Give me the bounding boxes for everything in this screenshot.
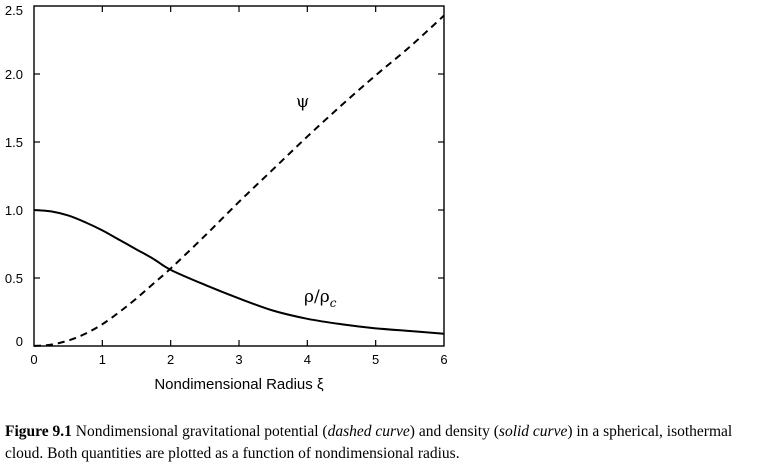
x-tick-label-0: 0 [30,352,37,367]
x-tick-label-2: 2 [167,352,174,367]
caption-em-dashed: dashed curve [327,423,410,440]
series-line-density [33,209,445,335]
axis-ticks [34,6,444,346]
y-tick-label-2: 1.0 [5,203,23,218]
series-label-psi: ψ [296,92,309,112]
y-tick-label-0: 0 [16,334,23,349]
series-label-density: ρ/ρc [304,287,337,310]
series-line-psi [33,14,445,347]
y-tick-label-1: 0.5 [5,271,23,286]
caption-text-1: Nondimensional gravitational potential ( [71,423,328,440]
caption-text-3: ) in a spherical, isothermal cloud. Both… [5,423,733,462]
caption-text-2: ) and density ( [409,423,499,440]
y-tick-label-5: 2.5 [5,3,23,18]
series-label-density-main: ρ/ρ [304,287,330,307]
y-tick-label-3: 1.5 [5,135,23,150]
series-layer [33,14,445,347]
x-tick-label-5: 5 [372,352,379,367]
x-tick-label-3: 3 [235,352,242,367]
x-axis-title: Nondimensional Radius ξ [154,376,324,393]
tick-labels: 0 1 2 3 4 5 6 0 0.5 1.0 1.5 2.0 2.5 [5,3,448,367]
figure-caption: Figure 9.1 Nondimensional gravitational … [5,421,757,465]
x-tick-label-1: 1 [99,352,106,367]
plot-frame [33,5,445,347]
chart: 0 1 2 3 4 5 6 0 0.5 1.0 1.5 2.0 2.5 Nondimensional R… [5,3,448,393]
x-tick-label-4: 4 [304,352,311,367]
caption-label: Figure 9.1 [5,423,72,440]
x-tick-label-6: 6 [440,352,447,367]
caption-em-solid: solid curve [498,423,568,440]
series-label-density-subscript: c [330,296,337,310]
y-tick-label-4: 2.0 [5,67,23,82]
